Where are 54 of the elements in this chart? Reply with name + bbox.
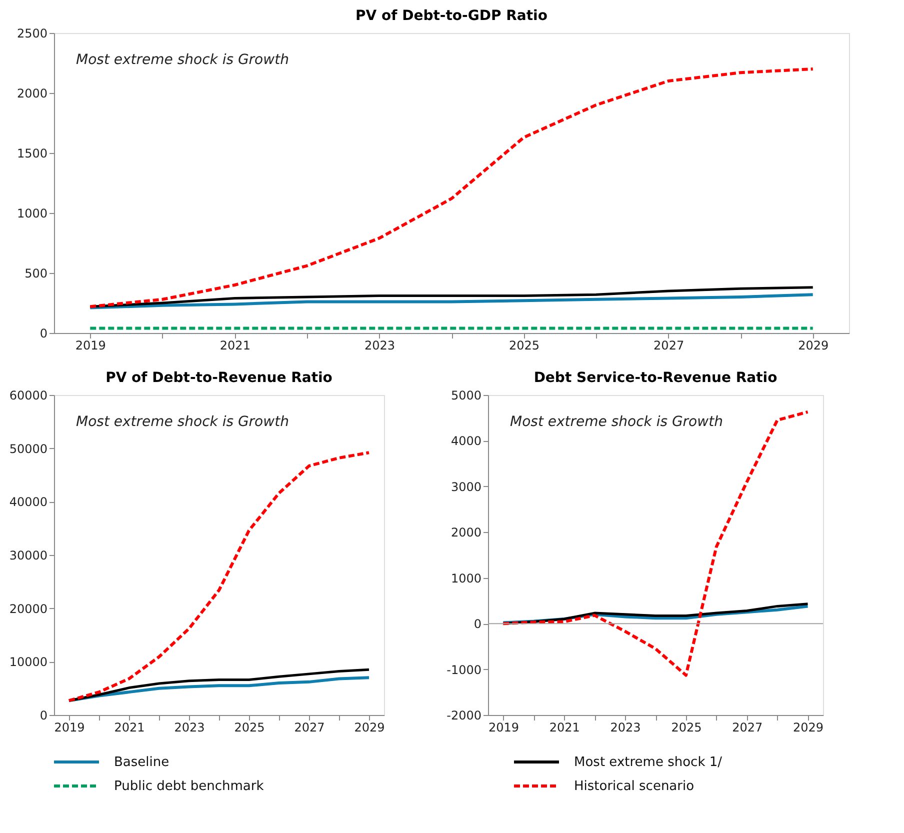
- line-series: [88, 68, 814, 308]
- y-tick-label: 4000: [450, 434, 482, 448]
- y-tick-label: 40000: [9, 495, 48, 510]
- x-tick-label: 2021: [220, 338, 250, 352]
- x-tick-label: 2021: [114, 720, 145, 734]
- line-series: [88, 293, 814, 310]
- x-tick-label: 2029: [798, 338, 829, 352]
- y-tick-label: -2000: [446, 708, 482, 722]
- y-tick-label: 0: [40, 326, 48, 340]
- x-tick-label: 2025: [509, 338, 540, 352]
- chart-title: PV of Debt-to-GDP Ratio: [356, 8, 548, 24]
- y-tick-label: 0: [40, 708, 48, 722]
- y-tick-label: 1000: [16, 206, 48, 220]
- line-series: [502, 410, 810, 677]
- y-tick-label: 1500: [16, 146, 48, 160]
- y-tick-label: 2000: [450, 526, 482, 540]
- x-tick-label: 2021: [549, 720, 580, 734]
- chart-title: Debt Service-to-Revenue Ratio: [534, 370, 778, 386]
- y-tick-label: 0: [474, 617, 482, 632]
- y-tick-label: 1000: [450, 571, 482, 586]
- legend-label: Public debt benchmark: [114, 779, 264, 794]
- line-series: [68, 451, 370, 702]
- x-tick-label: 2025: [671, 720, 702, 734]
- x-tick-label: 2019: [488, 720, 519, 734]
- y-tick-label: 10000: [9, 655, 48, 670]
- annotation: Most extreme shock is Growth: [76, 52, 289, 68]
- y-tick-label: 5000: [450, 388, 482, 402]
- x-tick-label: 2029: [793, 720, 824, 734]
- annotation: Most extreme shock is Growth: [510, 414, 723, 430]
- x-tick-label: 2023: [174, 720, 205, 734]
- y-tick-label: 50000: [9, 442, 48, 456]
- y-tick-label: 60000: [9, 388, 48, 402]
- legend-label: Most extreme shock 1/: [574, 755, 723, 770]
- x-tick-label: 2025: [234, 720, 265, 734]
- x-tick-label: 2027: [654, 338, 684, 352]
- y-tick-label: 2500: [16, 26, 48, 40]
- y-tick-label: 20000: [9, 602, 48, 616]
- x-tick-label: 2029: [354, 720, 385, 734]
- x-tick-label: 2023: [610, 720, 641, 734]
- x-tick-label: 2019: [54, 720, 85, 734]
- y-tick-label: 2000: [16, 86, 48, 100]
- y-tick-label: 3000: [450, 480, 482, 494]
- legend-label: Baseline: [114, 755, 170, 770]
- x-tick-label: 2023: [364, 338, 395, 352]
- chart-title: PV of Debt-to-Revenue Ratio: [106, 370, 333, 386]
- legend-label: Historical scenario: [574, 779, 694, 794]
- annotation: Most extreme shock is Growth: [76, 414, 289, 430]
- x-tick-label: 2027: [732, 720, 763, 734]
- x-tick-label: 2019: [75, 338, 106, 352]
- y-tick-label: 30000: [9, 548, 48, 562]
- line-series: [68, 668, 370, 702]
- x-tick-label: 2027: [294, 720, 325, 734]
- y-tick-label: -1000: [446, 662, 482, 677]
- y-tick-label: 500: [24, 266, 48, 280]
